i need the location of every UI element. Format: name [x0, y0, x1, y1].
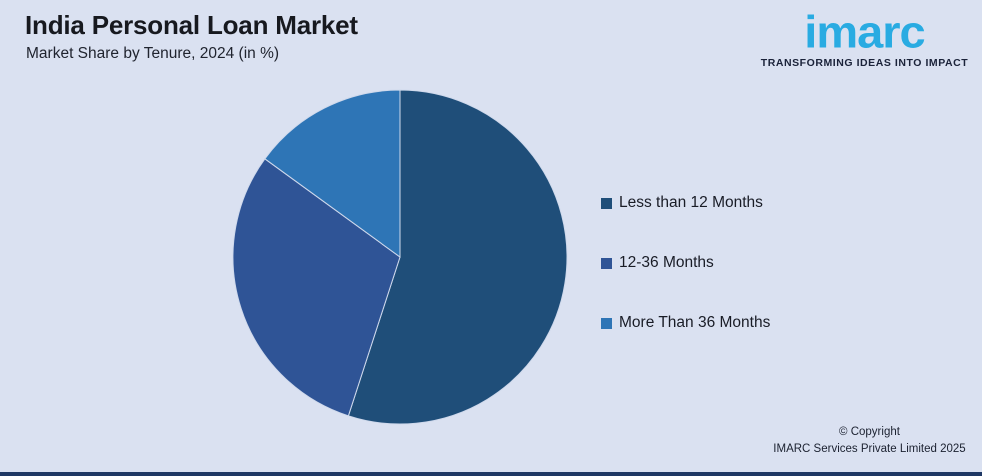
- imarc-logo-wordmark: imarc: [804, 6, 925, 57]
- pie-slice-2: [264, 89, 401, 258]
- legend-label: More Than 36 Months: [619, 314, 771, 331]
- pie-slice-1: [232, 158, 401, 417]
- copyright-notice: © Copyright IMARC Services Private Limit…: [752, 424, 982, 459]
- pie-slice-0: [347, 89, 568, 425]
- legend-swatch-less-than-12-months: [601, 197, 612, 209]
- copyright-line1: © Copyright: [839, 426, 900, 438]
- imarc-logo: imarc TRANSFORMING IDEAS INTO IMPACT: [757, 8, 972, 69]
- legend-label: 12-36 Months: [619, 254, 714, 271]
- legend-item-more-than-36-months: More Than 36 Months: [601, 311, 770, 335]
- page-title: India Personal Loan Market: [25, 10, 358, 40]
- legend-item-12-36-months: 12-36 Months: [601, 251, 770, 275]
- legend-swatch-more-than-36-months: [601, 317, 612, 329]
- legend-swatch-12-36-months: [601, 257, 612, 269]
- copyright-line2: IMARC Services Private Limited 2025: [773, 443, 966, 456]
- header: India Personal Loan Market Market Share …: [25, 10, 358, 64]
- bottom-accent-bar: [0, 472, 982, 476]
- page-subtitle: Market Share by Tenure, 2024 (in %): [26, 45, 280, 63]
- legend-label: Less than 12 Months: [619, 194, 763, 211]
- imarc-logo-tagline: TRANSFORMING IDEAS INTO IMPACT: [760, 57, 969, 69]
- chart-legend: Less than 12 Months 12-36 Months More Th…: [601, 191, 770, 371]
- legend-item-less-than-12-months: Less than 12 Months: [601, 191, 770, 215]
